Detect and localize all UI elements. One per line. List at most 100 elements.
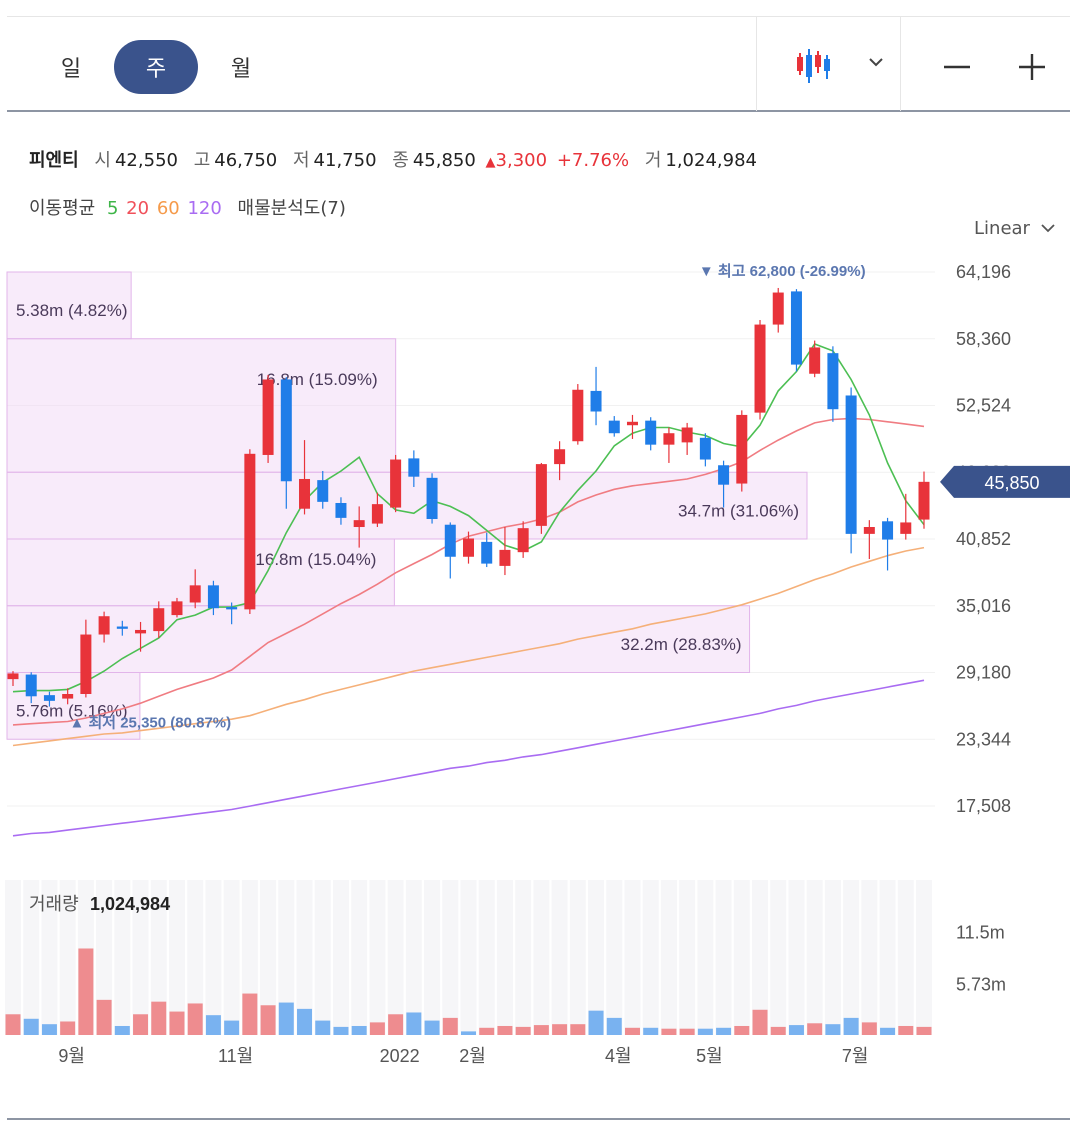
volume-column-bg [588,880,605,1035]
volume-bar [151,1001,167,1035]
volume-tick-label: 5.73m [956,974,1006,994]
chevron-down-icon [1041,224,1055,233]
candle-body [918,481,930,520]
candle-body [299,478,311,509]
volume-column-bg [314,880,331,1035]
volume-profile-label: 16.8m (15.09%) [257,370,378,389]
scale-select[interactable]: Linear [974,218,1056,239]
change-up-icon: ▲ [485,155,496,170]
candle-body [663,433,675,445]
chart-type-button[interactable] [772,39,902,89]
candle-body [98,616,110,635]
chart-toolbar: 일 주 월 [7,16,1070,112]
zoom-out-button[interactable] [935,45,979,89]
candle-body [390,459,402,508]
x-tick-label: 5월 [696,1046,723,1066]
zoom-in-button[interactable] [1010,45,1054,89]
volume-bar [734,1025,750,1035]
volume-profile-bar [6,338,397,473]
candle-body [444,524,456,557]
tab-week[interactable]: 주 [114,40,198,94]
volume-bar [224,1020,240,1035]
volume-column-bg [478,880,495,1035]
candle-body [353,520,365,528]
tab-month[interactable]: 월 [230,57,252,82]
volume-column-bg [533,880,550,1035]
volume-bar [96,999,112,1035]
volume-column-bg [642,880,659,1035]
volume-bar [369,1022,385,1035]
volume-column-bg [5,880,21,1035]
volume-column-bg [278,880,295,1035]
volume-column-bg [824,880,841,1035]
candle-body [226,607,238,610]
y-tick-label: 64,196 [956,262,1011,282]
candle-body [772,292,784,325]
volume-bar [916,1026,932,1035]
price-chart[interactable]: 5.38m (4.82%) 16.8m (15.09%) 34.7m (31.06%… [0,240,1083,1080]
volume-bar [461,1031,476,1035]
volume-bar [807,1023,823,1035]
ma-legend[interactable]: 이동평균 5 20 60 120 매물분석도(7) [29,194,348,220]
ma5-line [12,343,925,693]
volume-column-bg [23,880,40,1035]
volume-column-bg [788,880,805,1035]
tab-day[interactable]: 일 [60,57,82,82]
open-label: 시 [94,150,111,171]
volume-bar [479,1027,495,1035]
toolbar-divider [900,17,901,111]
volume-profile-bar [6,471,808,540]
candle-body [62,694,74,699]
volume-profile-label: 32.2m (28.83%) [621,635,742,654]
volume-column-bg [205,880,222,1035]
candle-body [681,427,693,443]
candle-body [754,324,766,413]
candle-body [244,453,256,610]
scale-label: Linear [974,218,1030,239]
candle-body [43,695,55,701]
volume-bar [606,1017,622,1035]
y-tick-label: 40,852 [956,529,1011,549]
volume-column-bg [369,880,386,1035]
y-tick-label: 17,508 [956,796,1011,816]
volume-bar [533,1025,549,1035]
chevron-down-icon [869,58,883,67]
volume-column-bg [861,880,878,1035]
candle-body [882,521,894,540]
volume-bar [880,1027,896,1035]
candle-body [590,390,602,412]
volume-bar [169,1011,185,1035]
candle-body [863,527,875,534]
volume-bar [5,1014,21,1035]
volume-column-bg [606,880,623,1035]
stock-name: 피엔티 [29,150,79,171]
volume-column-bg [715,880,732,1035]
candle-body [408,458,420,477]
plus-icon [1019,54,1045,80]
candle-body [535,464,547,526]
volume-bar [278,1002,294,1035]
ma-120: 120 [187,198,222,219]
ma-5: 5 [106,198,119,219]
volume-value: 1,024,984 [665,150,757,171]
ma120-line [12,679,925,837]
last-price-tag [940,465,1070,498]
volume-column-bg [59,880,76,1035]
open-value: 42,550 [114,150,178,171]
volume-column-bg [897,880,914,1035]
volume-column-bg [733,880,750,1035]
volume-profile-label: 5.38m (4.82%) [16,301,128,320]
volume-column-bg [679,880,696,1035]
volume-bar [570,1024,586,1035]
volume-column-bg [260,880,277,1035]
candle-body [626,421,638,426]
volume-bar [388,1014,404,1035]
volume-bar [679,1028,695,1035]
volume-bar [643,1027,659,1035]
candle-body [280,379,292,482]
volume-bar [133,1014,149,1035]
volume-bar [351,1025,367,1035]
volume-column-bg [496,880,513,1035]
change-value: 3,300 [495,150,548,171]
volume-bar [770,1026,786,1035]
